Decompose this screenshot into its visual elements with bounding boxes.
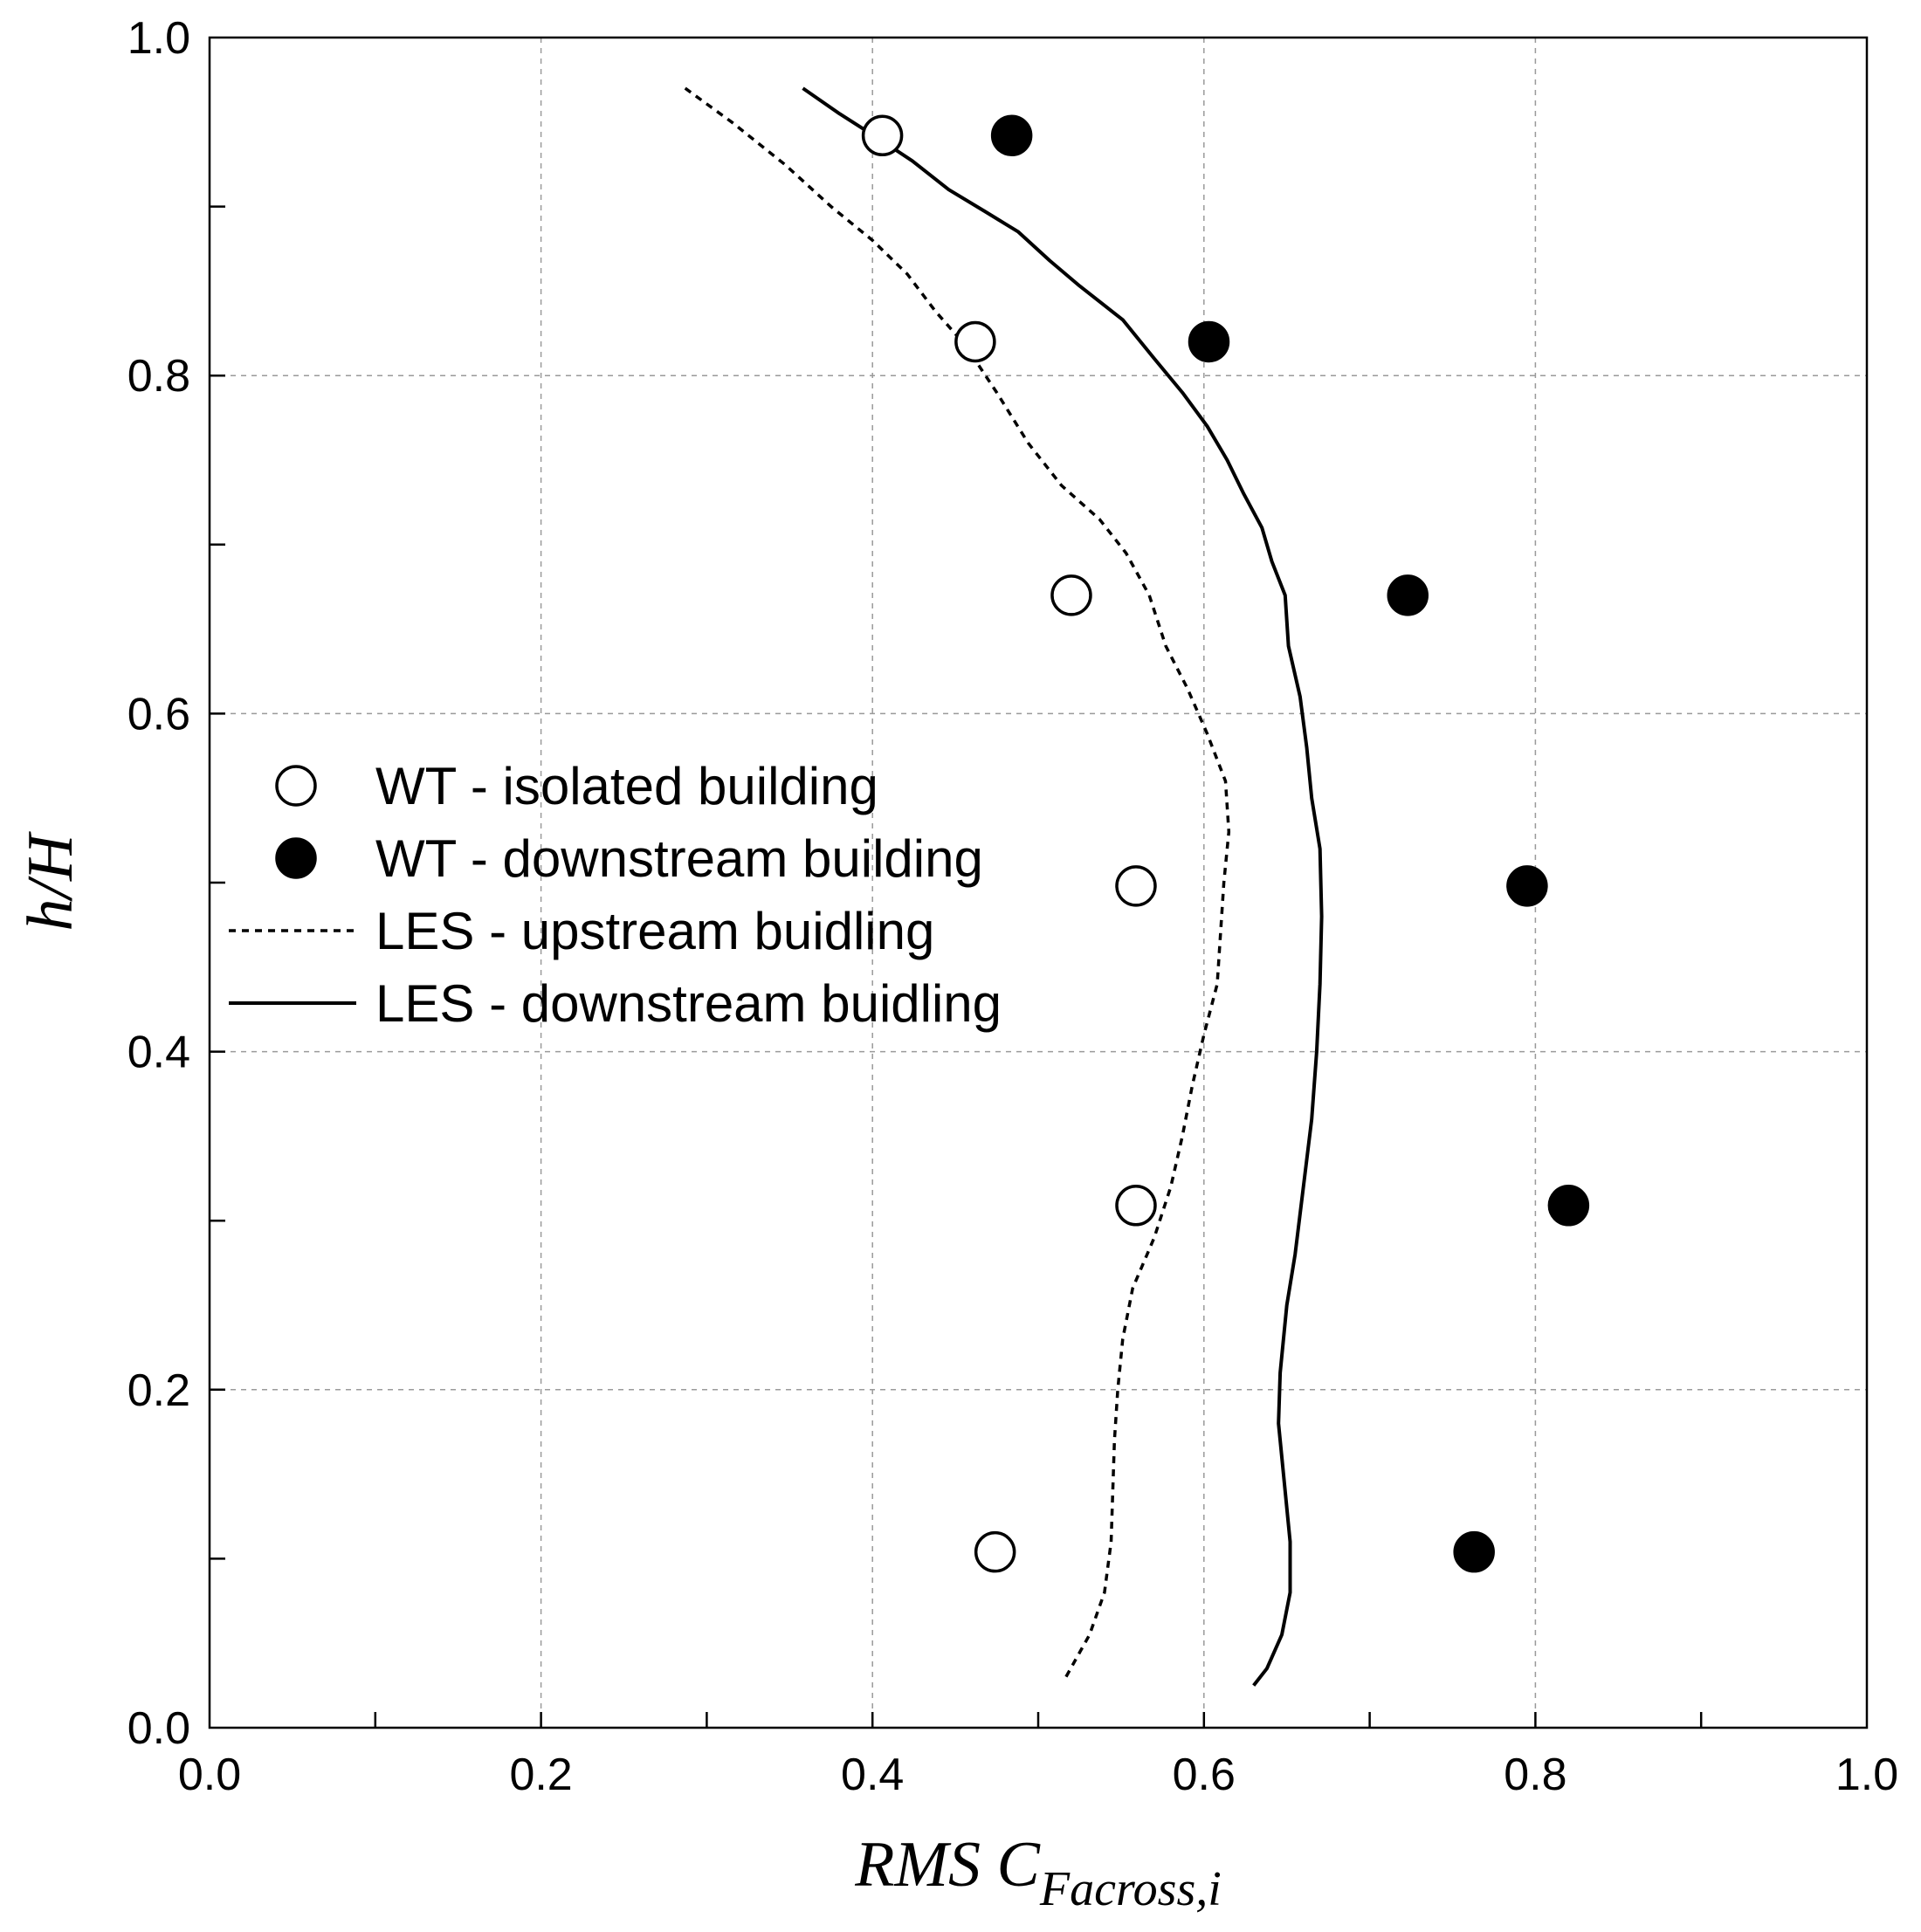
y-tick-label: 0.6 (127, 689, 190, 739)
y-tick-label: 0.0 (127, 1703, 190, 1754)
wt-downstream-point (1547, 1185, 1590, 1227)
les-upstream-line (684, 86, 1231, 1683)
legend-label: WT - downstream building (375, 829, 983, 888)
x-tick-label: 0.4 (841, 1750, 904, 1800)
wt-isolated-point (1115, 1185, 1157, 1227)
legend-marker (275, 837, 317, 879)
x-axis-title-main: RMS C (854, 1829, 1041, 1901)
axis-ticks (210, 205, 1703, 1728)
x-tick-label: 0.2 (509, 1750, 572, 1800)
wt-isolated-point (974, 1530, 1016, 1573)
x-axis-title-subscript: Facross,i (1039, 1862, 1222, 1916)
les-downstream-line (802, 86, 1324, 1687)
wt-downstream-point (990, 114, 1033, 157)
y-tick-label: 0.4 (127, 1028, 190, 1078)
data-series (684, 86, 1590, 1687)
y-tick-label: 1.0 (127, 13, 190, 64)
grid-lines (210, 38, 1867, 1728)
x-tick-label: 0.6 (1173, 1750, 1236, 1800)
y-axis-title: h/H (15, 831, 86, 932)
x-tick-label: 1.0 (1835, 1750, 1898, 1800)
wt-isolated-point (861, 114, 904, 157)
y-tick-label: 0.2 (127, 1365, 190, 1416)
y-tick-label: 0.8 (127, 351, 190, 402)
legend: WT - isolated building WT - downstream bu… (229, 757, 1002, 1033)
legend-label: LES - upstream buidling (375, 902, 934, 960)
wt-downstream-point (1506, 865, 1548, 907)
wt-isolated-point (1115, 865, 1157, 907)
wt-downstream-point (1188, 320, 1230, 363)
wt-downstream-point (1387, 574, 1429, 616)
tick-labels: 0.0 0.2 0.4 0.6 0.8 1.0 0.0 0.2 0.4 0.6 0.8 1.0 (127, 13, 1898, 1800)
legend-label: LES - downstream buidling (375, 974, 1002, 1033)
wt-downstream-point (1453, 1530, 1495, 1573)
wt-isolated-point (954, 320, 996, 363)
x-tick-label: 0.0 (178, 1750, 241, 1800)
x-tick-label: 0.8 (1504, 1750, 1566, 1800)
legend-marker (275, 765, 317, 807)
x-axis-title: RMS CFacross,i (854, 1829, 1222, 1916)
wt-isolated-point (1050, 574, 1092, 616)
legend-label: WT - isolated building (375, 757, 878, 815)
